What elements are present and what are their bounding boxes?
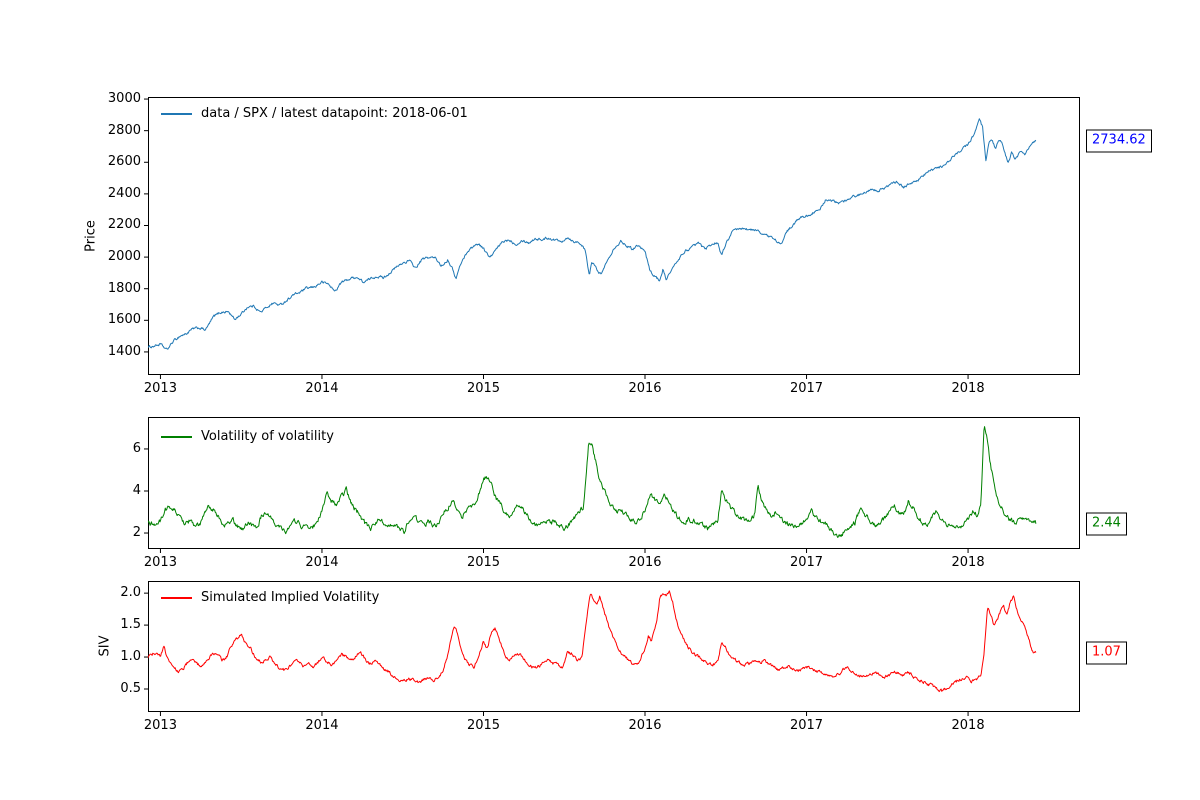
x-tick-label: 2015 bbox=[466, 381, 501, 396]
x-tick-label: 2013 bbox=[143, 381, 177, 396]
price-legend-label: data / SPX / latest datapoint: 2018-06-0… bbox=[201, 106, 468, 121]
x-tick-label: 2017 bbox=[789, 381, 824, 396]
y-tick-label: 2 bbox=[132, 525, 141, 541]
x-tick-label: 2014 bbox=[305, 381, 339, 396]
plot-frame bbox=[148, 417, 1080, 549]
y-tick-label: 3000 bbox=[107, 91, 141, 107]
siv-line bbox=[148, 590, 1037, 693]
price-last-value-annotation: 2734.62 bbox=[1086, 129, 1152, 153]
x-tick-label: 2015 bbox=[466, 555, 501, 570]
siv-last-value-annotation: 1.07 bbox=[1086, 641, 1127, 665]
y-tick-label: 6 bbox=[132, 440, 141, 456]
x-tick-label: 2013 bbox=[143, 718, 177, 733]
y-tick-label: 2000 bbox=[107, 249, 141, 265]
y-tick-label: 2600 bbox=[107, 154, 141, 170]
x-tick-label: 2016 bbox=[628, 381, 662, 396]
y-tick-label: 2800 bbox=[107, 122, 141, 138]
y-tick-label: 0.5 bbox=[120, 680, 141, 696]
y-tick-label: 2400 bbox=[107, 185, 141, 201]
y-tick-label: 1400 bbox=[107, 343, 141, 359]
y-tick-label: 2200 bbox=[107, 217, 141, 233]
x-tick-label: 2015 bbox=[466, 718, 501, 733]
x-tick-label: 2018 bbox=[951, 718, 985, 733]
siv-legend: Simulated Implied Volatility bbox=[161, 590, 379, 606]
y-tick-label: 1800 bbox=[107, 280, 141, 296]
plot-frame bbox=[148, 581, 1080, 712]
plot-frame bbox=[148, 97, 1080, 375]
y-tick-label: 1600 bbox=[107, 312, 141, 328]
siv-legend-label: Simulated Implied Volatility bbox=[201, 590, 380, 605]
vol-of-vol-legend-line-icon bbox=[161, 436, 192, 438]
price-legend: data / SPX / latest datapoint: 2018-06-0… bbox=[161, 106, 468, 122]
vol-of-vol-legend: Volatility of volatility bbox=[161, 429, 334, 445]
spx-price-line bbox=[148, 118, 1037, 350]
vol-of-vol-line bbox=[148, 426, 1037, 538]
x-tick-label: 2018 bbox=[951, 381, 985, 396]
siv-legend-line-icon bbox=[161, 597, 192, 599]
x-tick-label: 2017 bbox=[789, 555, 824, 570]
y-tick-label: 1.0 bbox=[120, 649, 141, 665]
x-tick-label: 2016 bbox=[628, 555, 662, 570]
y-tick-label: 1.5 bbox=[120, 617, 141, 633]
x-tick-label: 2014 bbox=[305, 555, 339, 570]
x-tick-label: 2017 bbox=[789, 718, 824, 733]
vol-of-vol-last-value-annotation: 2.44 bbox=[1086, 512, 1127, 536]
y-tick-label: 4 bbox=[132, 482, 141, 498]
x-tick-label: 2016 bbox=[628, 718, 662, 733]
x-tick-label: 2014 bbox=[305, 718, 339, 733]
vol-of-vol-legend-label: Volatility of volatility bbox=[201, 429, 334, 444]
y-tick-label: 2.0 bbox=[120, 585, 141, 601]
price-legend-line-icon bbox=[161, 113, 192, 115]
x-tick-label: 2013 bbox=[143, 555, 177, 570]
x-tick-label: 2018 bbox=[951, 555, 985, 570]
